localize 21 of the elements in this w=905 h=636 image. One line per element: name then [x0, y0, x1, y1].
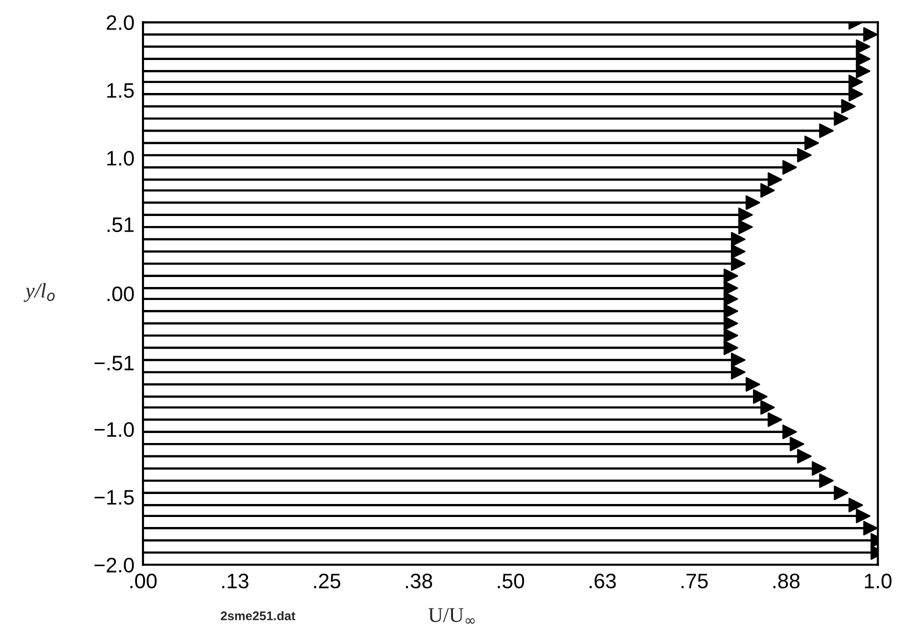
x-tick-label: 1.0	[864, 574, 892, 588]
y-tick-label: 1.5	[107, 83, 134, 98]
x-tick-label: .63	[590, 574, 616, 588]
y-tick-label: −1.0	[94, 422, 134, 437]
y-tick-label: 2.0	[106, 15, 134, 30]
text: 2sme251.dat	[220, 611, 296, 620]
y-tick-label: −.51	[94, 356, 134, 370]
y-tick-label: −2.0	[94, 558, 134, 573]
x-tick-label: .75	[682, 574, 708, 588]
x-tick-label: .25	[314, 574, 340, 588]
x-tick-label: .88	[773, 574, 800, 588]
x-tick-label: .50	[498, 574, 524, 588]
y-axis-title: y/l$_{o}$	[24, 282, 55, 302]
y-tick-label: .51	[108, 218, 134, 232]
x-tick-label: .13	[222, 574, 248, 588]
y-tick-label: .00	[108, 286, 134, 302]
x-tick-label: .38	[406, 574, 432, 588]
y-tick-label: −1.5	[94, 490, 134, 505]
x-axis-title: U/U$_{∞}$	[428, 608, 475, 624]
y-tick-label: 1.0	[107, 150, 134, 166]
x-tick-label: .00	[130, 574, 157, 588]
